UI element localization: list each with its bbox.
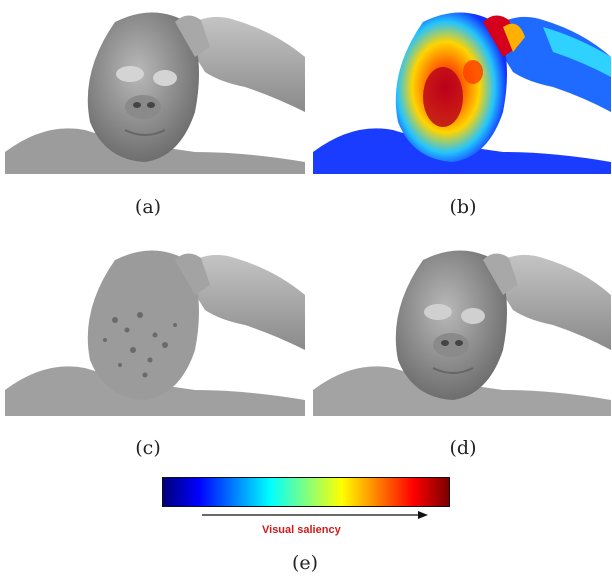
saliency-colorbar	[162, 477, 450, 507]
caption-b: (b)	[449, 196, 477, 218]
panel-a-image	[5, 2, 305, 174]
saliency-label: Visual saliency	[262, 524, 341, 536]
panel-c-image	[5, 240, 305, 416]
caption-a: (a)	[134, 196, 162, 218]
caption-e: (e)	[291, 552, 319, 574]
caption-c: (c)	[135, 437, 161, 459]
caption-d: (d)	[449, 437, 477, 459]
panel-d-image	[313, 240, 611, 416]
panel-b-image	[313, 2, 611, 174]
arrow-right-icon	[202, 511, 428, 519]
